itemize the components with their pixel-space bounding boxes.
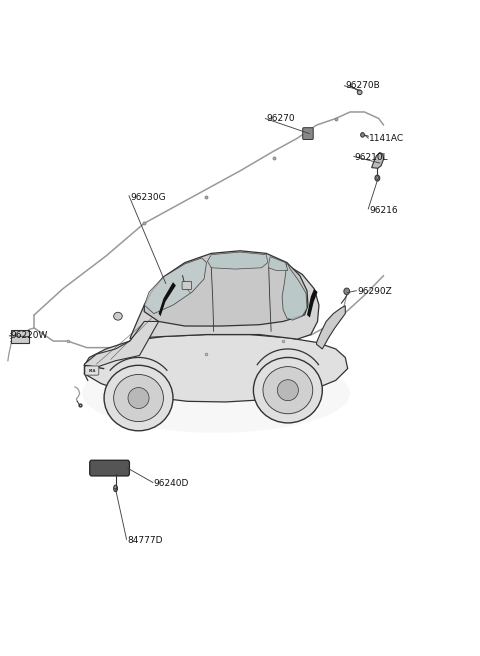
FancyBboxPatch shape: [182, 281, 192, 289]
Ellipse shape: [82, 354, 350, 433]
Polygon shape: [130, 253, 319, 339]
Polygon shape: [84, 321, 158, 374]
Polygon shape: [158, 282, 176, 316]
Ellipse shape: [114, 485, 118, 491]
Ellipse shape: [128, 388, 149, 409]
Ellipse shape: [357, 90, 362, 94]
Polygon shape: [372, 153, 384, 169]
Ellipse shape: [253, 358, 323, 423]
Text: KIA: KIA: [88, 369, 96, 373]
Ellipse shape: [344, 288, 349, 295]
Text: 96290Z: 96290Z: [357, 287, 392, 297]
Text: 96270B: 96270B: [345, 81, 380, 91]
Ellipse shape: [104, 365, 173, 431]
FancyBboxPatch shape: [11, 330, 29, 343]
Ellipse shape: [263, 367, 313, 414]
Ellipse shape: [376, 176, 379, 179]
Ellipse shape: [360, 133, 364, 137]
Polygon shape: [84, 335, 348, 402]
Text: 1141AC: 1141AC: [369, 134, 404, 142]
Polygon shape: [317, 306, 345, 349]
Polygon shape: [282, 262, 307, 320]
FancyBboxPatch shape: [303, 128, 313, 140]
Text: 96210L: 96210L: [355, 154, 388, 162]
Polygon shape: [144, 258, 206, 314]
Text: 96270: 96270: [266, 114, 295, 123]
Ellipse shape: [277, 380, 299, 401]
Text: 84777D: 84777D: [128, 536, 163, 545]
Text: 96216: 96216: [369, 206, 398, 215]
Ellipse shape: [114, 312, 122, 320]
FancyBboxPatch shape: [85, 366, 99, 375]
Polygon shape: [207, 252, 268, 269]
Polygon shape: [307, 289, 318, 318]
Ellipse shape: [114, 375, 163, 422]
FancyBboxPatch shape: [90, 461, 130, 476]
Polygon shape: [269, 256, 288, 270]
Text: 96240D: 96240D: [154, 480, 189, 488]
Text: 96230G: 96230G: [130, 193, 166, 201]
Ellipse shape: [375, 175, 380, 181]
Text: 96220W: 96220W: [10, 331, 48, 340]
Polygon shape: [144, 251, 308, 326]
